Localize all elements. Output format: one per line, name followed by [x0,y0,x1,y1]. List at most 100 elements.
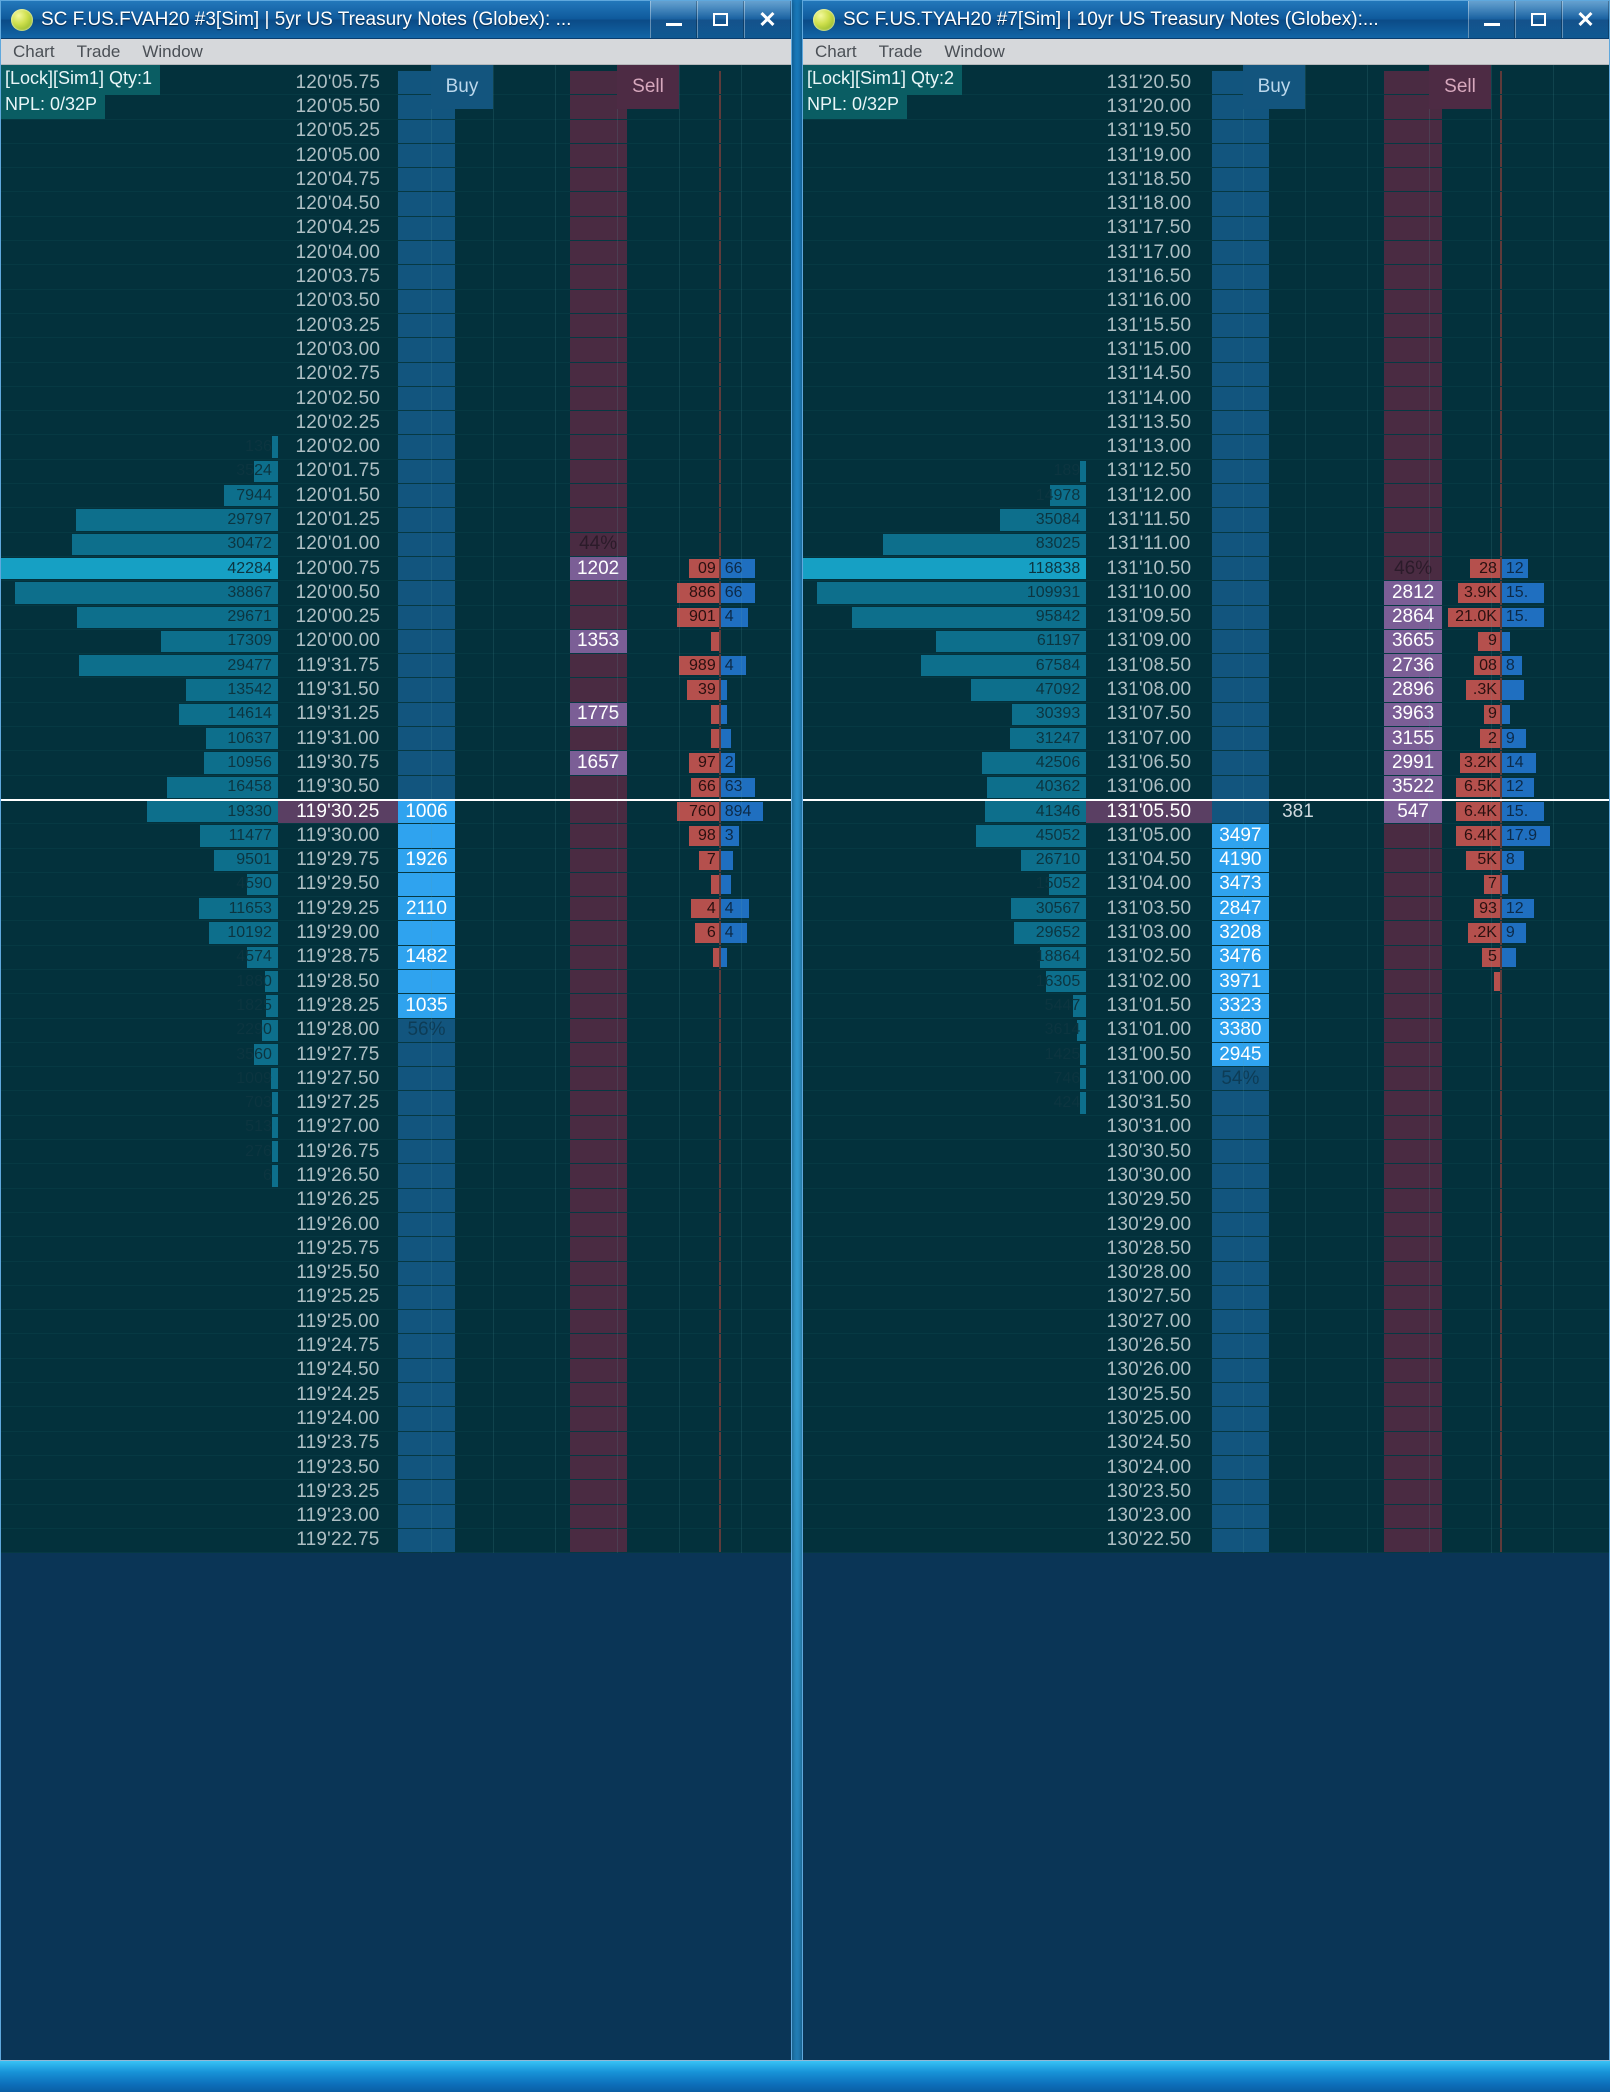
price-cell[interactable]: 120'05.25 [278,120,398,143]
order-qty-cell[interactable] [455,1213,512,1236]
order-qty-cell[interactable] [455,873,512,896]
ladder-row[interactable]: 120'03.00 [1,338,791,363]
buy-cell[interactable] [397,678,456,702]
sell-cell[interactable] [1384,1091,1442,1115]
price-cell[interactable]: 131'07.00 [1086,727,1211,750]
sell-cell[interactable] [569,435,627,459]
price-cell[interactable]: 130'30.50 [1086,1140,1211,1163]
sell-cell[interactable] [1384,1407,1442,1431]
buy-cell[interactable] [1211,1455,1270,1480]
buy-cell[interactable] [1211,1164,1270,1188]
ladder-row[interactable]: 4590 119'29.50 [1,872,791,898]
buy-cell[interactable] [1211,1504,1270,1528]
ladder-row[interactable]: 131'18.50 [803,168,1609,193]
sell-cell[interactable] [569,727,627,751]
sell-cell[interactable]: 3665 [1384,629,1442,654]
buy-cell[interactable] [397,727,456,751]
sell-cell[interactable] [569,411,627,435]
buy-cell[interactable] [1211,119,1270,143]
price-cell[interactable]: 119'28.75 [278,946,398,969]
order-qty-cell[interactable] [1269,1505,1327,1528]
buy-cell[interactable] [397,338,456,362]
sell-cell[interactable]: 46% [1384,556,1442,581]
ladder-row[interactable]: 130'26.50 [803,1334,1609,1359]
ladder-row[interactable]: 3614 131'01.00 3380 [803,1018,1609,1043]
buy-cell[interactable] [397,435,456,459]
ladder-row[interactable]: 29477 119'31.75 989 4 [1,654,791,679]
ladder-row[interactable]: 35084 131'11.50 [803,508,1609,533]
price-cell[interactable]: 130'26.00 [1086,1359,1211,1382]
price-cell[interactable]: 120'03.00 [278,338,398,361]
sell-cell[interactable] [569,969,627,994]
buy-cell[interactable] [397,192,456,216]
sell-cell[interactable] [1384,362,1442,386]
buy-cell[interactable] [397,629,456,654]
price-cell[interactable]: 120'04.25 [278,217,398,240]
sell-cell[interactable] [1384,338,1442,362]
ladder-row[interactable]: 130'29.00 [803,1212,1609,1238]
buy-cell[interactable] [1211,241,1270,265]
buy-cell[interactable] [397,1285,456,1310]
ladder-row[interactable]: 29797 120'01.25 [1,508,791,533]
ladder-row[interactable]: 16458 119'30.50 66 63 [1,775,791,800]
ladder-row[interactable]: 1825 119'28.25 1035 [1,994,791,1019]
sell-cell[interactable] [569,872,627,897]
sell-cell[interactable] [569,775,627,799]
buy-cell[interactable] [1211,71,1270,95]
window-tyah20[interactable]: SC F.US.TYAH20 #7[Sim] | 10yr US Treasur… [802,0,1610,2069]
ladder-row[interactable]: 119'25.25 [1,1285,791,1311]
price-cell[interactable]: 130'28.00 [1086,1262,1211,1285]
sell-cell[interactable] [1384,484,1442,508]
price-cell[interactable]: 120'05.00 [278,144,398,167]
sell-cell[interactable]: 1775 [569,702,627,727]
price-cell[interactable]: 119'23.00 [278,1505,398,1528]
order-qty-cell[interactable] [1269,1116,1327,1139]
order-qty-cell[interactable] [1269,217,1327,240]
ladder-row[interactable]: 118838 131'10.50 46% 28 12 [803,556,1609,582]
order-qty-cell[interactable] [455,1310,512,1333]
price-cell[interactable]: 130'31.50 [1086,1091,1211,1114]
ladder-row[interactable]: 130'28.00 [803,1261,1609,1286]
order-qty-cell[interactable] [1269,314,1327,337]
buy-cell[interactable]: 56% [397,1018,456,1042]
dom-ladder-fvah20[interactable]: [Lock][Sim1] Qty:1 NPL: 0/32P Buy Sell 120'0… [1,65,791,1554]
ladder-row[interactable]: 38867 120'00.50 886 66 [1,581,791,606]
sell-cell[interactable] [569,897,627,921]
sell-cell[interactable] [1384,143,1442,168]
ladder-row[interactable]: 131'20.50 [803,71,1609,96]
price-cell[interactable]: 120'00.50 [278,581,398,604]
price-cell[interactable]: 119'29.25 [278,897,398,920]
buy-cell[interactable] [397,702,456,727]
sell-cell[interactable] [1384,969,1442,994]
order-qty-cell[interactable] [1269,1334,1327,1357]
price-cell[interactable]: 119'30.25 [277,799,398,824]
order-qty-cell[interactable] [455,1456,512,1479]
buy-cell[interactable] [1211,508,1270,532]
price-cell[interactable]: 131'04.50 [1086,849,1211,872]
price-cell[interactable]: 120'02.75 [278,363,398,386]
buy-cell[interactable] [1211,727,1270,751]
price-cell[interactable]: 131'17.00 [1086,241,1211,264]
order-qty-cell[interactable] [1269,776,1327,799]
ladder-row[interactable]: 14614 119'31.25 1775 [1,702,791,728]
order-qty-cell[interactable] [455,1019,512,1042]
price-cell[interactable]: 130'26.50 [1086,1334,1211,1357]
sell-cell[interactable]: 3155 [1384,727,1442,751]
sell-cell[interactable] [569,1115,627,1140]
sell-cell[interactable] [569,678,627,702]
sell-cell[interactable] [1384,1212,1442,1237]
buy-cell[interactable] [397,411,456,435]
minimize-button[interactable] [1468,1,1515,38]
ladder-row[interactable]: 120'03.75 [1,265,791,290]
buy-cell[interactable] [397,386,456,411]
ladder-row[interactable]: 120'03.50 [1,289,791,314]
buy-cell[interactable]: 4190 [1211,848,1270,872]
price-cell[interactable]: 120'01.75 [278,460,398,483]
price-cell[interactable]: 131'20.00 [1086,95,1211,118]
sell-cell[interactable]: 2812 [1384,581,1442,605]
buy-cell[interactable] [1211,216,1270,241]
buy-cell[interactable] [1211,1383,1270,1407]
ladder-row[interactable]: 17309 120'00.00 1353 [1,629,791,655]
sell-cell[interactable] [569,1504,627,1528]
order-qty-cell[interactable] [455,508,512,531]
